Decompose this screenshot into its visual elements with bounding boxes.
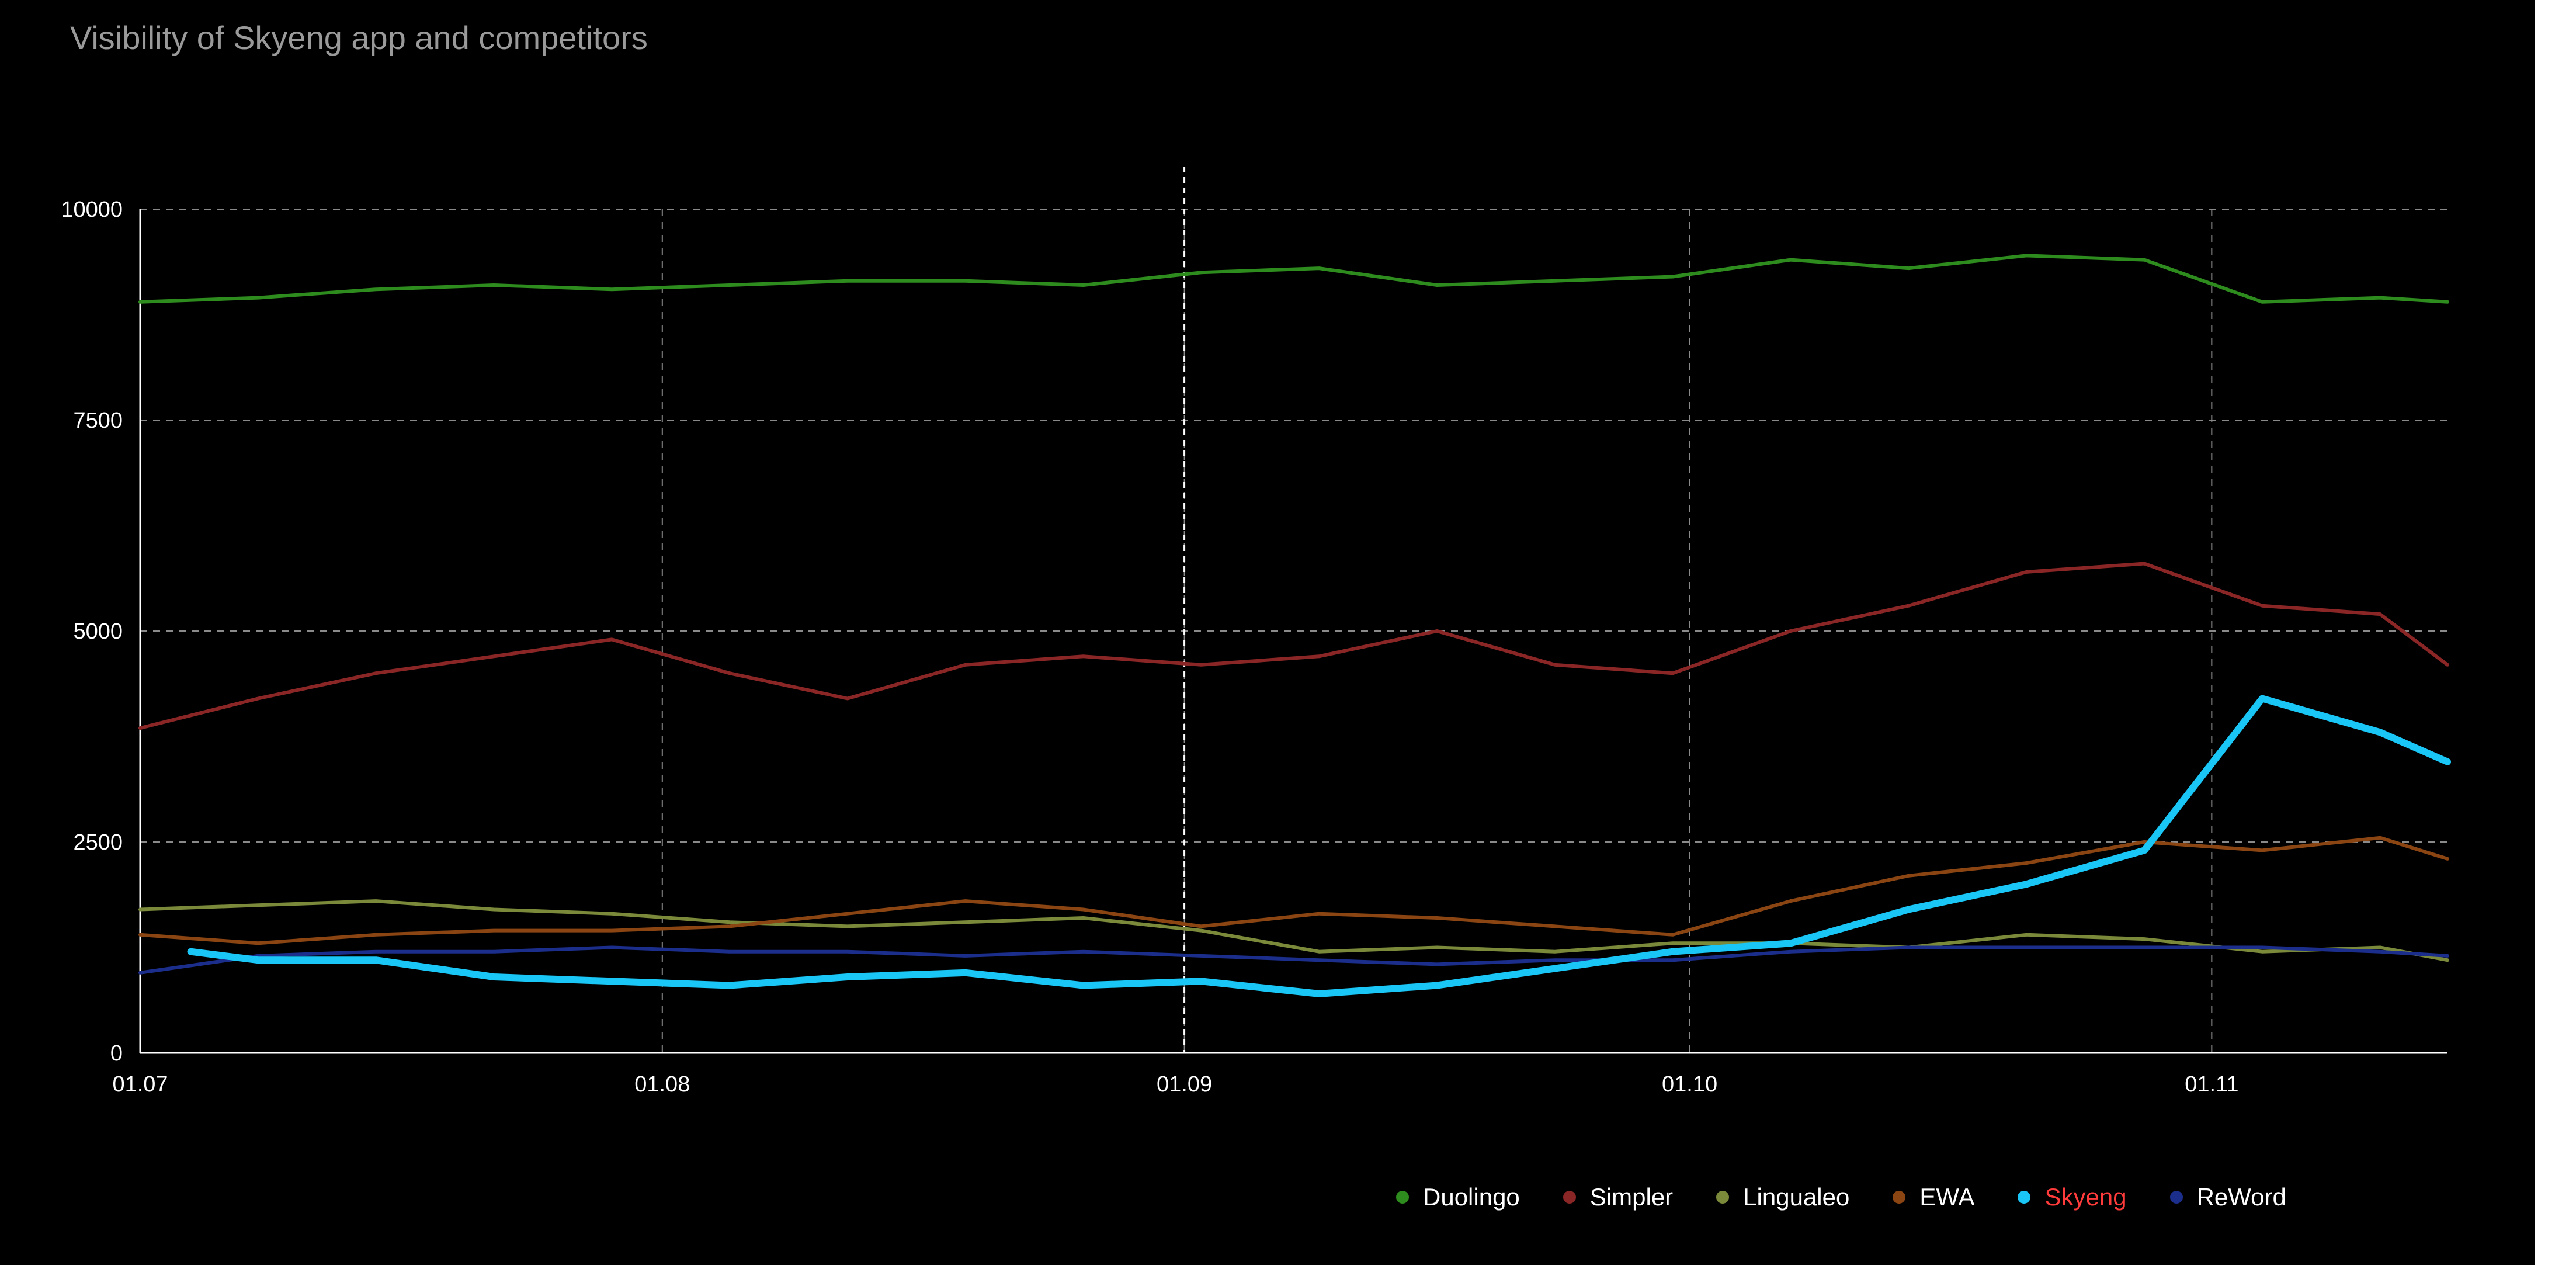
x-tick-label: 01.08 (634, 1072, 690, 1097)
legend-label: Simpler (1589, 1183, 1674, 1211)
legend-item-simpler: Simpler (1563, 1183, 1673, 1211)
legend-label: Skyeng (2044, 1183, 2127, 1211)
x-tick-label: 01.10 (1662, 1072, 1717, 1097)
chart-legend: Duolingo Simpler Lingualeo EWA Skyeng ReWord (1396, 1183, 2286, 1211)
y-tick-label: 10000 (61, 197, 123, 222)
y-tick-label: 2500 (73, 830, 123, 855)
chart-title: Visibility of Skyeng app and competitors (70, 19, 648, 56)
series-line-duolingo (138, 254, 2449, 304)
legend-item-duolingo: Duolingo (1396, 1183, 1520, 1211)
legend-item-lingualeo: Lingualeo (1716, 1183, 1849, 1211)
x-tick-label: 01.09 (1157, 1072, 1212, 1097)
y-tick-label: 5000 (73, 619, 123, 644)
legend-item-reword: ReWord (2169, 1183, 2286, 1211)
legend-swatch (1563, 1191, 1576, 1204)
y-tick-label: 7500 (73, 408, 123, 433)
series-line-ewa (138, 836, 2449, 945)
legend-swatch (1396, 1191, 1409, 1204)
legend-label: Lingualeo (1743, 1183, 1850, 1211)
series-line-skyeng (187, 695, 2451, 997)
y-tick-label: 0 (110, 1041, 123, 1066)
series-line-reword (138, 945, 2449, 975)
legend-label: EWA (1919, 1183, 1975, 1211)
legend-swatch (1716, 1191, 1730, 1204)
legend-label: Duolingo (1423, 1183, 1520, 1211)
legend-item-ewa: EWA (1893, 1183, 1974, 1211)
legend-label: ReWord (2196, 1183, 2286, 1211)
series-line-simpler (138, 562, 2449, 730)
series-line-lingualeo (138, 899, 2449, 962)
legend-swatch (2018, 1191, 2031, 1204)
x-tick-label: 01.07 (112, 1072, 168, 1097)
x-tick-label: 01.11 (2185, 1072, 2238, 1097)
legend-item-skyeng: Skyeng (2018, 1183, 2127, 1211)
legend-swatch (1893, 1191, 1906, 1204)
legend-swatch (2169, 1191, 2183, 1204)
